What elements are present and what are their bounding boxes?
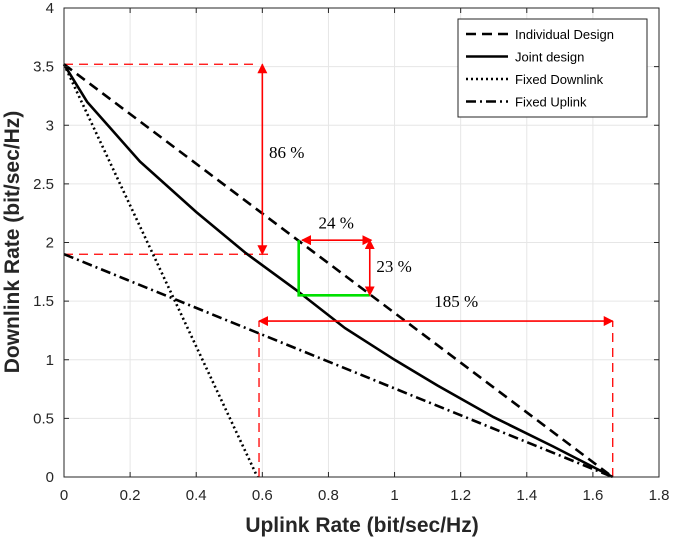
y-tick-label: 2.5 — [33, 176, 54, 193]
x-tick-label: 0.6 — [252, 487, 273, 504]
x-tick-label: 0.4 — [186, 487, 207, 504]
annotation-group: 86 % 24 % 23 % 185 % — [257, 63, 614, 327]
x-tick-label: 1.6 — [582, 487, 603, 504]
legend-label: Individual Design — [515, 27, 614, 42]
y-tick-label: 2 — [46, 235, 54, 252]
legend-label: Fixed Uplink — [515, 95, 587, 110]
y-tick-label: 3.5 — [33, 59, 54, 76]
highlight-group — [297, 240, 370, 297]
x-axis-title: Uplink Rate (bit/sec/Hz) — [245, 514, 478, 537]
y-tick-label: 4 — [46, 0, 54, 17]
x-tick-label: 0.8 — [318, 487, 339, 504]
annotation-label: 185 % — [434, 292, 478, 311]
series-line-fixed-downlink — [62, 63, 259, 478]
ticks: 0 0.2 0.4 0.6 0.8 1 1.2 1.4 1.6 1.8 0 0.5 1 1.5 2 2.5 3 3… — [33, 0, 669, 504]
highlight-path — [297, 240, 370, 297]
y-tick-label: 1 — [46, 352, 54, 369]
annotation-label: 86 % — [269, 143, 304, 162]
legend-label: Fixed Downlink — [515, 72, 604, 87]
reference-lines — [64, 63, 614, 477]
x-tick-label: 0.2 — [120, 487, 141, 504]
series-group — [62, 63, 614, 479]
legend: Individual Design Joint design Fixed Downl… — [457, 18, 648, 118]
y-tick-label: 1.5 — [33, 293, 54, 310]
y-tick-label: 3 — [46, 117, 54, 134]
y-tick-label: 0.5 — [33, 410, 54, 427]
series-line-individual-design — [63, 63, 614, 479]
y-tick-label: 0 — [46, 469, 54, 486]
y-axis-title: Downlink Rate (bit/sec/Hz) — [1, 111, 24, 374]
annotation-label: 24 % — [319, 213, 354, 232]
x-tick-label: 1.2 — [450, 487, 471, 504]
x-tick-label: 1 — [390, 487, 398, 504]
x-tick-label: 1.4 — [516, 487, 537, 504]
series-line-joint-design — [62, 63, 614, 479]
annotation-label: 23 % — [376, 257, 411, 276]
x-tick-label: 1.8 — [649, 487, 670, 504]
legend-label: Joint design — [515, 50, 584, 65]
x-tick-label: 0 — [60, 487, 68, 504]
